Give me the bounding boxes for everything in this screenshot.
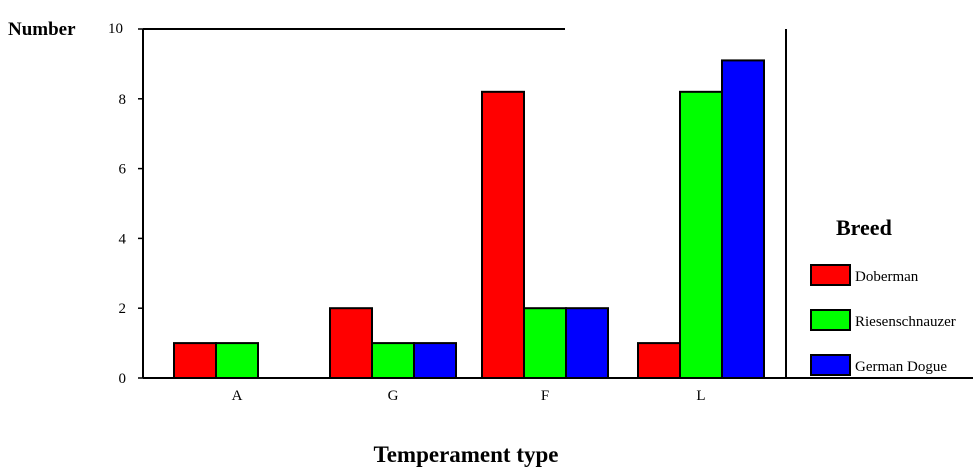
x-tick-label: A (232, 388, 243, 404)
x-tick-label: L (696, 388, 705, 404)
legend: Breed Doberman Riesenschnauzer German Dogu… (810, 215, 956, 376)
bar-german-dogue-g (413, 342, 457, 380)
legend-swatch (810, 354, 851, 376)
bar-german-dogue-l (721, 59, 765, 379)
x-axis-label: Temperament type (373, 442, 558, 467)
y-tick-label: 8 (119, 92, 127, 108)
legend-label: German Dogue (855, 359, 947, 375)
y-tick-label: 10 (108, 21, 123, 37)
legend-swatch (810, 309, 851, 331)
bars (173, 59, 765, 380)
y-tick-label: 2 (119, 301, 127, 317)
legend-label: Riesenschnauzer (855, 314, 956, 330)
bar-riesenschnauzer-l (679, 90, 723, 379)
labels: Number Temperament type (8, 19, 559, 467)
bar-riesenschnauzer-f (523, 307, 567, 380)
legend-swatch (810, 264, 851, 286)
bar-doberman-f (481, 90, 525, 379)
legend-label: Doberman (855, 269, 919, 285)
bar-riesenschnauzer-g (371, 342, 415, 380)
y-tick-label: 6 (119, 162, 127, 178)
x-tick-label: G (388, 388, 399, 404)
y-axis-label: Number (8, 19, 76, 40)
bar-riesenschnauzer-a (215, 342, 259, 380)
y-tick-label: 0 (119, 371, 127, 387)
y-tick-label: 4 (119, 231, 127, 247)
legend-title: Breed (836, 215, 892, 240)
bar-doberman-a (173, 342, 217, 380)
bar-doberman-l (637, 342, 681, 380)
x-tick-label: F (541, 388, 549, 404)
bar-german-dogue-f (565, 307, 609, 380)
bar-doberman-g (329, 307, 373, 380)
